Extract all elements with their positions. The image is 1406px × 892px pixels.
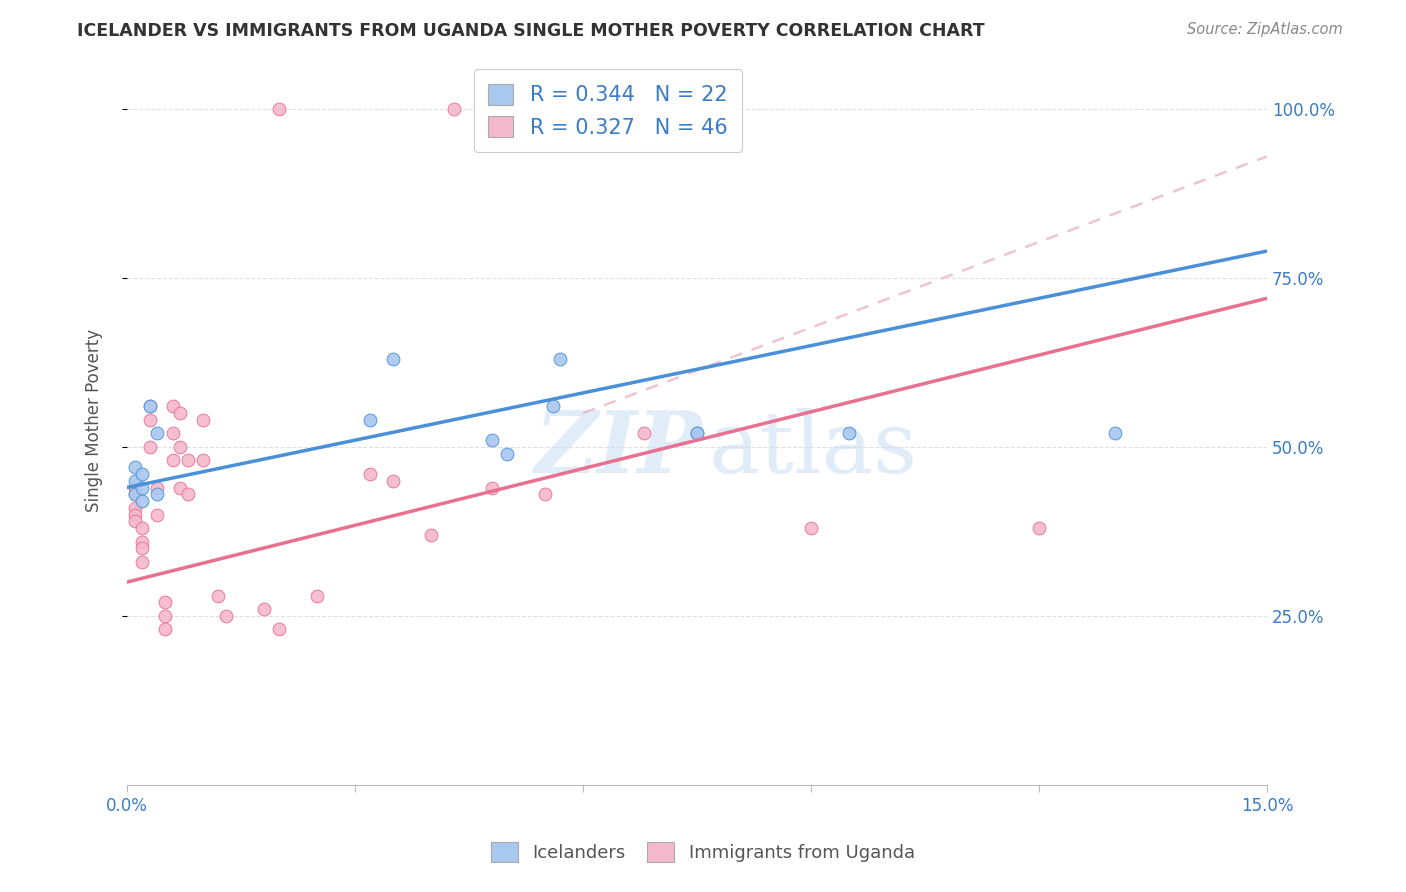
Point [131,467,153,481]
Text: Source: ZipAtlas.com: Source: ZipAtlas.com [1187,22,1343,37]
Point [671,102,693,116]
Point [162,426,184,441]
Point [610,102,633,116]
Point [548,352,571,367]
Legend: Icelanders, Immigrants from Uganda: Icelanders, Immigrants from Uganda [484,834,922,870]
Point [207,589,229,603]
Point [153,595,176,609]
Point [534,487,557,501]
Point [419,528,441,542]
Point [640,102,662,116]
Point [686,426,709,441]
Point [510,102,533,116]
Point [586,102,609,116]
Point [124,460,146,475]
Y-axis label: Single Mother Poverty: Single Mother Poverty [86,328,103,511]
Point [146,426,169,441]
Point [443,102,465,116]
Point [191,453,214,467]
Point [131,494,153,508]
Point [162,400,184,414]
Point [131,521,153,535]
Legend: R = 0.344   N = 22, R = 0.327   N = 46: R = 0.344 N = 22, R = 0.327 N = 46 [474,70,742,153]
Text: ICELANDER VS IMMIGRANTS FROM UGANDA SINGLE MOTHER POVERTY CORRELATION CHART: ICELANDER VS IMMIGRANTS FROM UGANDA SING… [77,22,986,40]
Point [191,413,214,427]
Text: ZIP: ZIP [534,408,703,491]
Point [138,440,160,454]
Text: atlas: atlas [709,408,918,491]
Point [1104,426,1126,441]
Point [481,434,503,448]
Point [124,481,146,495]
Point [131,534,153,549]
Point [381,352,404,367]
Point [215,608,238,623]
Point [541,400,564,414]
Point [1028,521,1050,535]
Point [800,521,823,535]
Point [146,508,169,522]
Point [359,467,381,481]
Point [305,589,328,603]
Point [838,426,860,441]
Point [146,481,169,495]
Point [138,400,160,414]
Point [124,514,146,528]
Point [124,487,146,501]
Point [146,487,169,501]
Point [253,602,276,616]
Point [177,487,200,501]
Point [686,426,709,441]
Point [138,413,160,427]
Point [131,555,153,569]
Point [496,447,519,461]
Point [267,623,290,637]
Point [131,481,153,495]
Point [138,400,160,414]
Point [381,474,404,488]
Point [169,406,191,420]
Point [177,453,200,467]
Point [124,508,146,522]
Point [162,453,184,467]
Point [359,413,381,427]
Point [169,440,191,454]
Point [153,608,176,623]
Point [124,500,146,515]
Point [481,481,503,495]
Point [169,481,191,495]
Point [481,102,503,116]
Point [124,487,146,501]
Point [267,102,290,116]
Point [124,474,146,488]
Point [633,426,655,441]
Point [131,541,153,556]
Point [153,623,176,637]
